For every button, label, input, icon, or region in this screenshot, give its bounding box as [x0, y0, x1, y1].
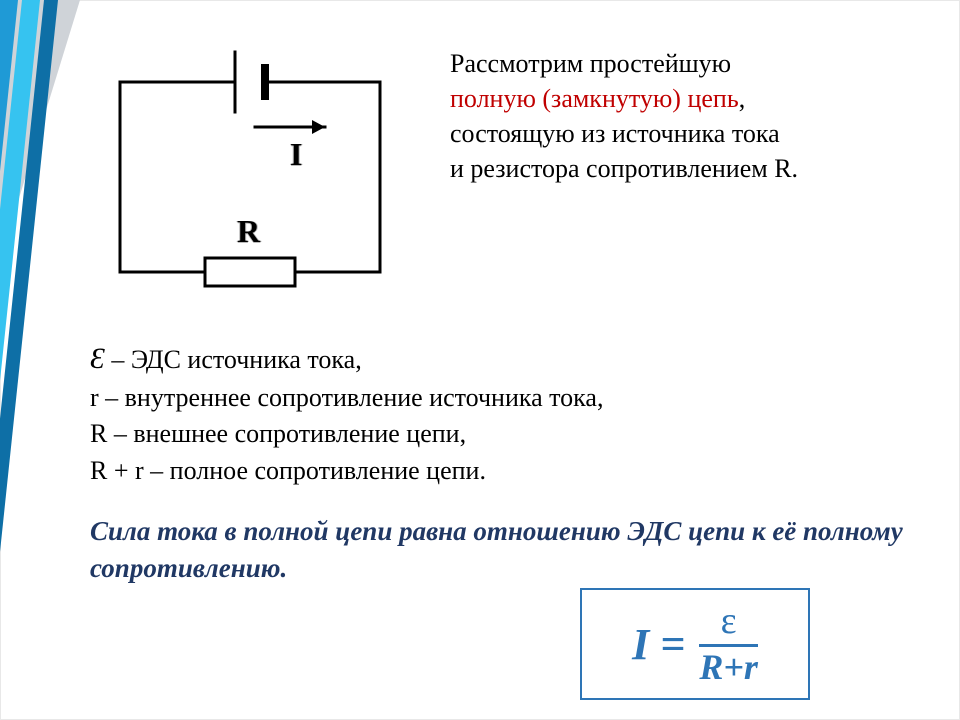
def-R: R – внешнее сопротивление цепи,	[90, 416, 920, 452]
def-r: r – внутреннее сопротивление источника т…	[90, 380, 920, 416]
top-row: I R Рассмотрим простейшую полную (замкну…	[90, 42, 920, 312]
intro-line1: Рассмотрим простейшую	[450, 49, 731, 78]
formula: I = ɛ R+r	[632, 602, 758, 687]
circuit-diagram: I R	[90, 42, 410, 312]
formula-box: I = ɛ R+r	[580, 588, 810, 700]
formula-numerator: ɛ	[713, 602, 745, 644]
formula-fraction: ɛ R+r	[699, 602, 758, 687]
svg-text:I: I	[290, 136, 302, 172]
def-Rr: R + r – полное сопротивление цепи.	[90, 453, 920, 489]
slide: I R Рассмотрим простейшую полную (замкну…	[0, 0, 960, 720]
formula-denominator: R+r	[699, 647, 758, 687]
svg-text:R: R	[237, 213, 261, 249]
intro-line4: и резистора сопротивлением R.	[450, 154, 798, 183]
intro-line3: состоящую из источника тока	[450, 119, 780, 148]
law-statement: Сила тока в полной цепи равна отношению …	[90, 513, 920, 586]
epsilon-symbol: Ɛ	[90, 342, 105, 375]
intro-highlight: полную (замкнутую) цепь	[450, 84, 739, 113]
formula-lhs: I =	[632, 619, 685, 670]
intro-text: Рассмотрим простейшую полную (замкнутую)…	[450, 42, 920, 312]
content-area: I R Рассмотрим простейшую полную (замкну…	[90, 42, 920, 700]
def-eps: Ɛ – ЭДС источника тока,	[90, 338, 920, 380]
definitions: Ɛ – ЭДС источника тока, r – внутреннее с…	[90, 338, 920, 489]
